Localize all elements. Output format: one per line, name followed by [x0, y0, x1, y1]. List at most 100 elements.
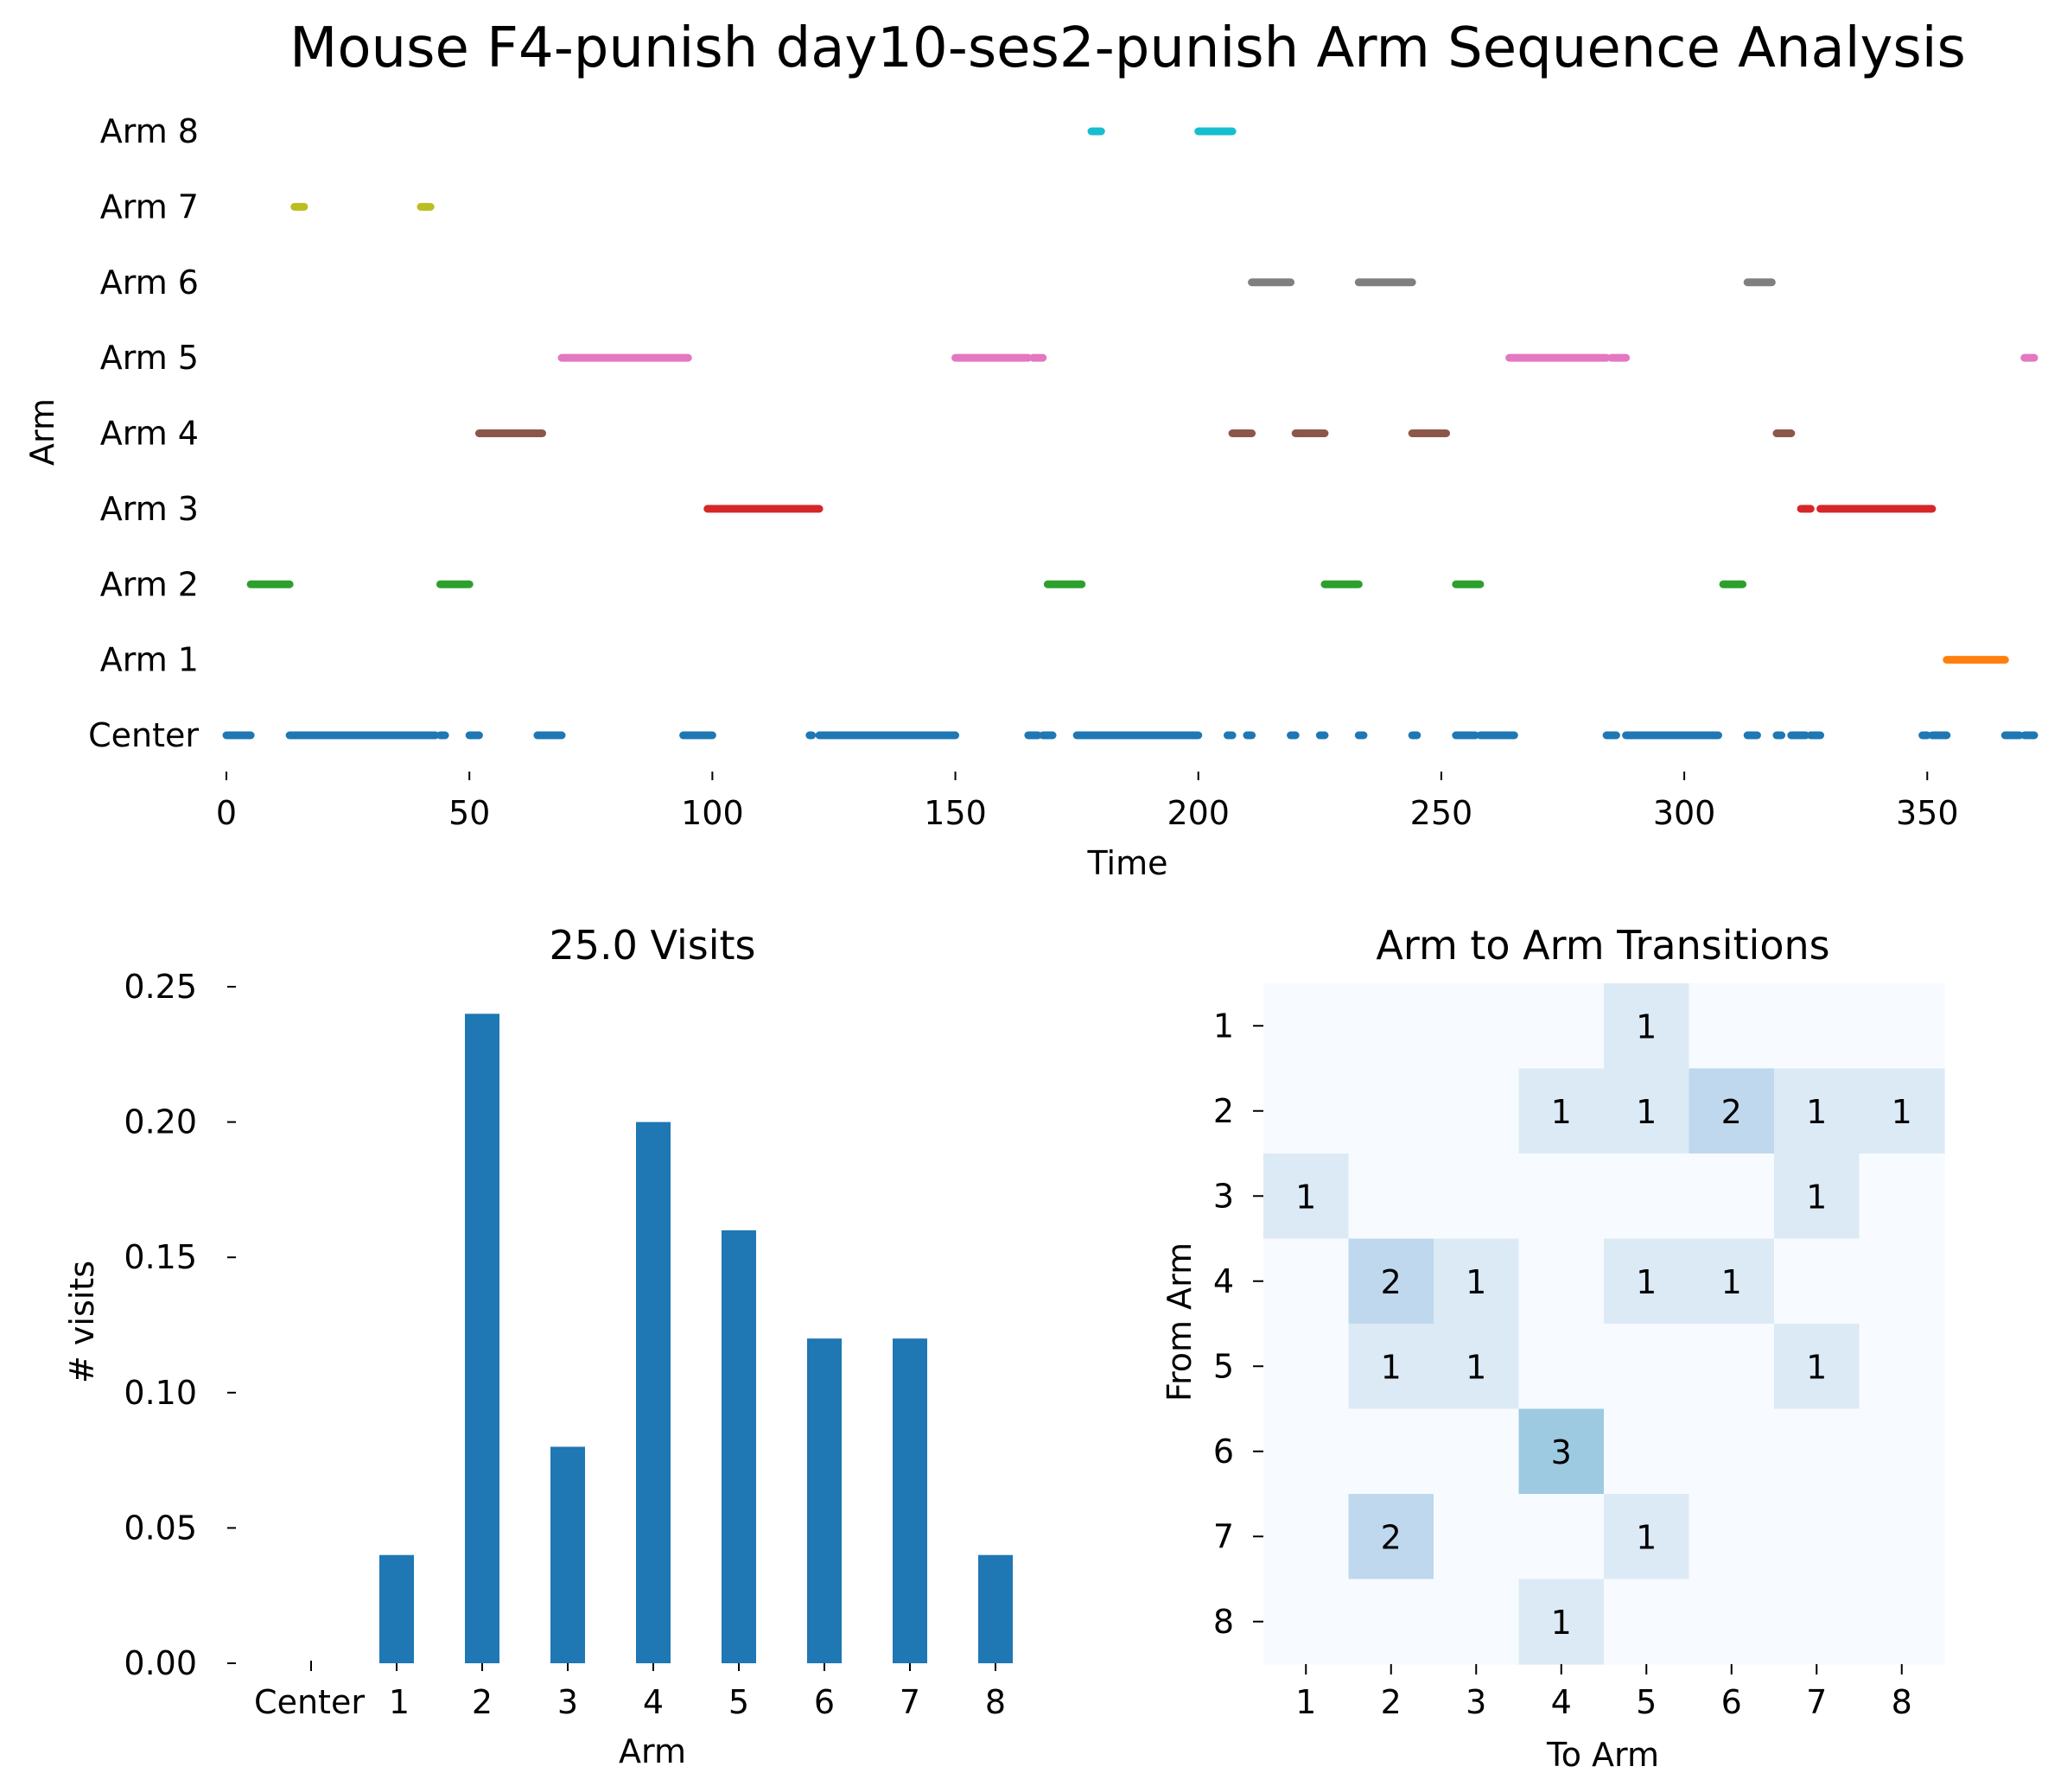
heatmap-cell [1689, 1153, 1775, 1240]
bar-y-tick-label: 0.20 [124, 1103, 197, 1141]
heatmap-y-tick-label: 2 [1213, 1092, 1234, 1130]
seq-y-tick-label: Arm 4 [100, 415, 199, 453]
figure-title: Mouse F4-punish day10-ses2-punish Arm Se… [289, 16, 1966, 80]
heatmap-cell [1604, 1153, 1690, 1240]
heatmap-cell [1348, 983, 1434, 1070]
heatmap-cell-label: 1 [1636, 1518, 1657, 1556]
heatmap-cell [1859, 1494, 1945, 1580]
heatmap-cell [1689, 983, 1775, 1070]
heatmap-x-tick-label: 6 [1721, 1683, 1742, 1721]
transitions-heatmap: Arm to Arm Transitions From Arm To Arm 1… [1161, 922, 1945, 1774]
heatmap-cell-label: 1 [1551, 1604, 1572, 1642]
seq-y-tick-label: Arm 8 [100, 112, 199, 150]
seq-x-tick-label: 300 [1653, 794, 1716, 832]
heatmap-y-tick-label: 7 [1213, 1517, 1234, 1555]
bar-y-tick-label: 0.25 [124, 968, 197, 1006]
bar-x-tick-label: 1 [389, 1683, 410, 1721]
bar-y-tick-label: 0.00 [124, 1644, 197, 1682]
seq-y-axis-label: Arm [23, 398, 61, 466]
heatmap-cell [1774, 1494, 1860, 1580]
bar-x-tick-label: 5 [728, 1683, 749, 1721]
seq-y-tick-label: Arm 3 [100, 490, 199, 528]
heatmap-cell [1434, 1153, 1520, 1240]
heatmap-cell [1434, 1238, 1520, 1325]
heatmap-cell [1859, 983, 1945, 1070]
bar-x-tick-label: 3 [557, 1683, 578, 1721]
bar-x-tick-label: 4 [643, 1683, 664, 1721]
heatmap-cell-label: 1 [1551, 1093, 1572, 1131]
heatmap-cell-label: 1 [1636, 1263, 1657, 1301]
seq-x-tick-label: 200 [1167, 794, 1230, 832]
bar-arm-1 [379, 1554, 414, 1663]
heatmap-cell [1348, 1238, 1434, 1325]
heatmap-cell [1434, 1494, 1520, 1580]
heatmap-cell [1434, 1408, 1520, 1495]
heatmap-cell [1774, 1324, 1860, 1410]
bar-x-tick-label: 8 [985, 1683, 1006, 1721]
heatmap-cell-label: 1 [1636, 1093, 1657, 1131]
heatmap-cell-label: 1 [1466, 1348, 1486, 1386]
heatmap-x-tick-label: 1 [1295, 1683, 1316, 1721]
heatmap-cell [1263, 1324, 1350, 1410]
heatmap-y-tick-label: 5 [1213, 1347, 1234, 1385]
heatmap-cell [1263, 1153, 1350, 1240]
heatmap-cell [1518, 1324, 1605, 1410]
heatmap-x-tick-label: 4 [1551, 1683, 1572, 1721]
heatmap-cell [1689, 1494, 1775, 1580]
heatmap-cell [1774, 1408, 1860, 1495]
heatmap-cell [1348, 1494, 1434, 1580]
bar-arm-6 [807, 1338, 842, 1663]
heatmap-y-tick-label: 1 [1213, 1007, 1234, 1045]
bar-x-axis-label: Arm [619, 1732, 686, 1770]
heatmap-cell [1263, 1238, 1350, 1325]
heatmap-cell-label: 1 [1295, 1178, 1316, 1216]
heatmap-cell [1604, 1238, 1690, 1325]
arm-sequence-chart: Arm Time Center Arm 1 Arm 2 Arm 3 Arm 4 Arm 5… [23, 112, 2038, 882]
seq-x-tick-label: 250 [1410, 794, 1473, 832]
heatmap-cell [1604, 1579, 1690, 1665]
heatmap-cell-label: 1 [1806, 1093, 1827, 1131]
heatmap-cell [1689, 1579, 1775, 1665]
bar-x-tick-label: 2 [472, 1683, 493, 1721]
seq-y-tick-label: Arm 5 [100, 339, 199, 377]
heatmap-cell [1604, 1324, 1690, 1410]
heatmap-x-tick-label: 7 [1806, 1683, 1827, 1721]
bar-y-tick-label: 0.15 [124, 1238, 197, 1276]
seq-y-tick-label: Arm 1 [100, 641, 199, 679]
heatmap-x-tick-label: 3 [1466, 1683, 1486, 1721]
heatmap-cell [1774, 1153, 1860, 1240]
seq-x-tick-label: 0 [216, 794, 237, 832]
heatmap-cell-label: 1 [1636, 1007, 1657, 1045]
heatmap-cell [1774, 1238, 1860, 1325]
heatmap-cell [1518, 1238, 1605, 1325]
bar-y-tick-label: 0.05 [124, 1509, 197, 1547]
heatmap-cell-label: 1 [1806, 1348, 1827, 1386]
heatmap-cell [1348, 1579, 1434, 1665]
heatmap-title: Arm to Arm Transitions [1376, 922, 1829, 969]
heatmap-cell-label: 1 [1466, 1263, 1486, 1301]
heatmap-cell [1604, 1494, 1690, 1580]
seq-y-tick-label: Center [88, 716, 199, 754]
heatmap-cell-label: 1 [1721, 1263, 1742, 1301]
bar-arm-8 [978, 1554, 1013, 1663]
bar-x-tick-label: Center [254, 1683, 365, 1721]
bar-y-axis-label: # visits [63, 1261, 101, 1383]
bar-arm-5 [722, 1230, 756, 1663]
heatmap-y-tick-label: 4 [1213, 1262, 1234, 1300]
heatmap-cell [1518, 1579, 1605, 1665]
bar-chart-title: 25.0 Visits [549, 922, 755, 969]
heatmap-cell [1859, 1324, 1945, 1410]
heatmap-cell [1263, 1408, 1350, 1495]
heatmap-cell [1689, 1324, 1775, 1410]
bar-arm-3 [550, 1446, 585, 1663]
heatmap-cell [1434, 1068, 1520, 1154]
seq-y-tick-label: Arm 2 [100, 565, 199, 603]
heatmap-x-tick-label: 8 [1892, 1683, 1912, 1721]
heatmap-cell [1604, 1408, 1690, 1495]
heatmap-cell [1263, 1579, 1350, 1665]
heatmap-y-tick-label: 6 [1213, 1433, 1234, 1471]
heatmap-cell-label: 2 [1721, 1093, 1742, 1131]
heatmap-cell [1774, 983, 1860, 1070]
heatmap-cell-label: 2 [1381, 1263, 1402, 1301]
